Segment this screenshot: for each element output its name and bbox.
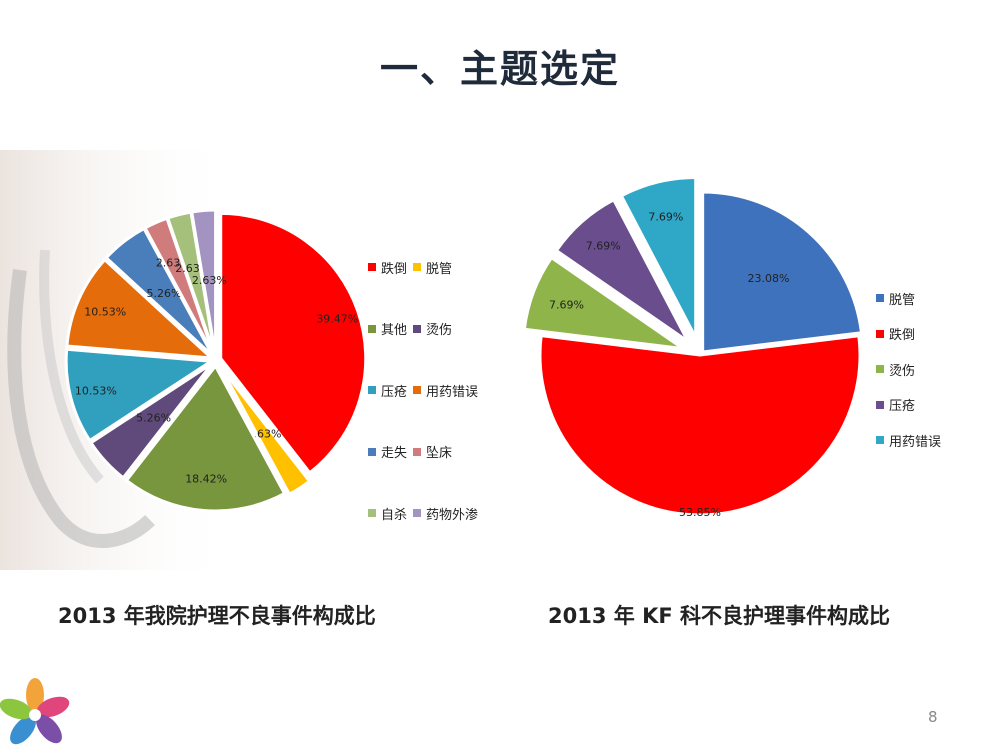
legend-label: 跌倒 (889, 328, 916, 343)
pie-data-label: 10.53% (75, 384, 117, 397)
legend-item: 用药错误 (876, 430, 941, 450)
pie-data-label: 10.53% (84, 305, 126, 318)
slide-title: 一、主题选定 (379, 47, 620, 91)
legend-item: 走失 (368, 442, 407, 461)
legend-swatch-icon (876, 329, 884, 338)
pie-data-label: 7.69% (586, 240, 621, 253)
legend-swatch-icon (368, 509, 376, 517)
legend-label: 压疮 (381, 384, 408, 400)
pie-slice-其他 (124, 363, 287, 513)
pie-slice-脱管 (219, 365, 312, 497)
legend-label: 坠床 (426, 446, 453, 461)
legend-label: 压疮 (889, 399, 916, 414)
legend-label: 跌倒 (381, 261, 408, 277)
pie-data-label: 7.69% (648, 210, 683, 223)
legend-label: 烫伤 (426, 323, 453, 338)
legend-row: 自杀 药物外渗 (368, 502, 478, 524)
legend-item: 自杀 (368, 504, 407, 523)
legend-label: 用药错误 (889, 434, 942, 450)
chart-caption-hospital: 2013 年我院护理不良事件构成比 (58, 604, 376, 628)
legend-item: 跌倒 (876, 324, 941, 344)
pie-data-label: 2.63% (192, 274, 227, 287)
chart-caption-kf: 2013 年 KF 科不良护理事件构成比 (548, 604, 890, 628)
pie-data-label: 53.85% (679, 506, 721, 519)
legend-item: 烫伤 (413, 319, 452, 338)
legend-row: 其他 烫伤 (368, 318, 478, 340)
legend-item: 烫伤 (876, 359, 941, 379)
legend-item: 坠床 (413, 442, 452, 461)
pie-slice-用药错误 (619, 176, 698, 339)
legend-item: 其他 (368, 319, 407, 338)
legend-swatch-icon (368, 263, 376, 271)
pie-slice-用药错误 (65, 257, 216, 360)
legend-swatch-icon (413, 386, 422, 394)
pie-slice-跌倒 (219, 211, 368, 475)
legend-label: 走失 (381, 446, 408, 461)
pie-slice-烫伤 (88, 362, 214, 480)
legend-swatch-icon (876, 436, 884, 444)
legend-item: 压疮 (876, 395, 941, 415)
legend-swatch-icon (876, 365, 884, 373)
legend-swatch-icon (413, 509, 422, 517)
pie-slice-压疮 (64, 347, 216, 443)
legend-swatch-icon (876, 294, 884, 302)
legend-item: 跌倒 (368, 258, 407, 277)
legend-swatch-icon (368, 447, 376, 456)
legend-kf: 脱管跌倒烫伤压疮用药错误 (876, 288, 941, 466)
pie-data-label: 7.69% (549, 298, 584, 311)
legend-hospital: 跌倒 脱管其他 烫伤压疮 用药错误走失 坠床自杀 药物外渗 (368, 256, 478, 564)
legend-swatch-icon (368, 386, 376, 394)
pie-slice-跌倒 (538, 333, 862, 517)
legend-item: 脱管 (876, 288, 941, 308)
legend-item: 压疮 (368, 381, 407, 400)
legend-swatch-icon (413, 324, 422, 333)
legend-swatch-icon (368, 324, 376, 333)
pie-data-label: 5.26% (146, 287, 181, 300)
page-number: 8 (928, 708, 938, 726)
pie-slice-脱管 (701, 190, 864, 354)
stethoscope-tube-icon (39, 249, 104, 484)
flower-logo-icon (0, 678, 70, 745)
legend-item: 药物外渗 (413, 504, 478, 523)
legend-label: 脱管 (889, 292, 916, 308)
legend-label: 其他 (381, 323, 408, 338)
legend-item: 用药错误 (413, 381, 478, 400)
legend-label: 自杀 (381, 507, 408, 523)
legend-swatch-icon (876, 400, 884, 409)
legend-label: 用药错误 (426, 384, 479, 400)
legend-label: 烫伤 (889, 363, 916, 379)
pie-slice-药物外渗 (190, 208, 218, 356)
legend-swatch-icon (413, 263, 422, 271)
legend-label: 脱管 (426, 261, 453, 277)
legend-swatch-icon (413, 447, 422, 456)
pie-slice-烫伤 (522, 255, 685, 351)
legend-row: 跌倒 脱管 (368, 256, 478, 278)
pie-data-label: 18.42% (185, 473, 227, 486)
legend-row: 走失 坠床 (368, 441, 478, 463)
pie-data-label: 23.08% (747, 272, 789, 285)
legend-label: 药物外渗 (426, 507, 479, 523)
stethoscope-tube-icon (7, 269, 155, 548)
legend-row: 压疮 用药错误 (368, 379, 478, 401)
pie-data-label: 39.47% (316, 312, 358, 325)
pie-data-label: 5.26% (136, 411, 171, 424)
pie-slice-压疮 (554, 197, 690, 343)
legend-item: 脱管 (413, 258, 452, 277)
